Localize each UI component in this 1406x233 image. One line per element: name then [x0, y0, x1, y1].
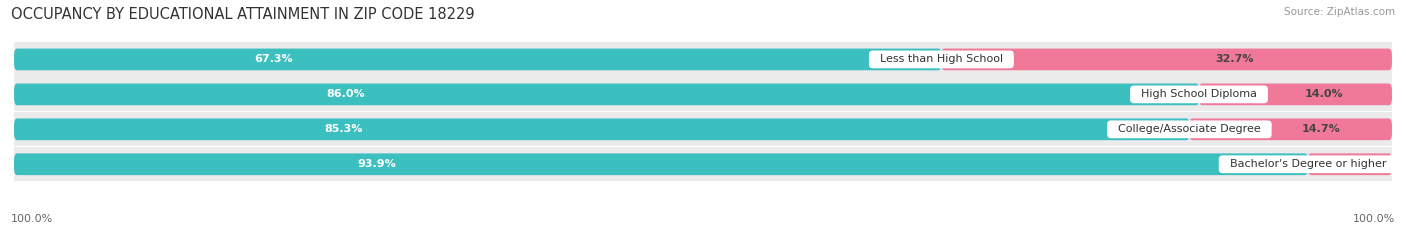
Text: 14.7%: 14.7% — [1302, 124, 1340, 134]
Text: Less than High School: Less than High School — [873, 55, 1010, 64]
FancyBboxPatch shape — [14, 147, 1392, 182]
FancyBboxPatch shape — [14, 154, 1392, 175]
FancyBboxPatch shape — [1199, 84, 1392, 105]
Text: 32.7%: 32.7% — [1215, 55, 1254, 64]
FancyBboxPatch shape — [14, 154, 1308, 175]
FancyBboxPatch shape — [14, 42, 1392, 76]
Text: 100.0%: 100.0% — [1353, 214, 1395, 224]
Text: OCCUPANCY BY EDUCATIONAL ATTAINMENT IN ZIP CODE 18229: OCCUPANCY BY EDUCATIONAL ATTAINMENT IN Z… — [11, 7, 475, 22]
Text: Source: ZipAtlas.com: Source: ZipAtlas.com — [1284, 7, 1395, 17]
FancyBboxPatch shape — [14, 112, 1392, 147]
FancyBboxPatch shape — [14, 49, 942, 70]
Text: High School Diploma: High School Diploma — [1135, 89, 1264, 99]
FancyBboxPatch shape — [14, 118, 1392, 140]
Text: 100.0%: 100.0% — [11, 214, 53, 224]
Text: 6.1%: 6.1% — [1347, 159, 1378, 169]
Text: 85.3%: 85.3% — [323, 124, 363, 134]
FancyBboxPatch shape — [1189, 118, 1392, 140]
Text: College/Associate Degree: College/Associate Degree — [1111, 124, 1268, 134]
FancyBboxPatch shape — [14, 77, 1392, 112]
Text: 93.9%: 93.9% — [357, 159, 395, 169]
Text: 86.0%: 86.0% — [326, 89, 366, 99]
Text: 67.3%: 67.3% — [254, 55, 292, 64]
Text: 14.0%: 14.0% — [1305, 89, 1344, 99]
FancyBboxPatch shape — [14, 118, 1189, 140]
FancyBboxPatch shape — [14, 49, 1392, 70]
Text: Bachelor's Degree or higher: Bachelor's Degree or higher — [1223, 159, 1393, 169]
FancyBboxPatch shape — [942, 49, 1392, 70]
FancyBboxPatch shape — [1308, 154, 1392, 175]
FancyBboxPatch shape — [14, 84, 1392, 105]
FancyBboxPatch shape — [14, 84, 1199, 105]
